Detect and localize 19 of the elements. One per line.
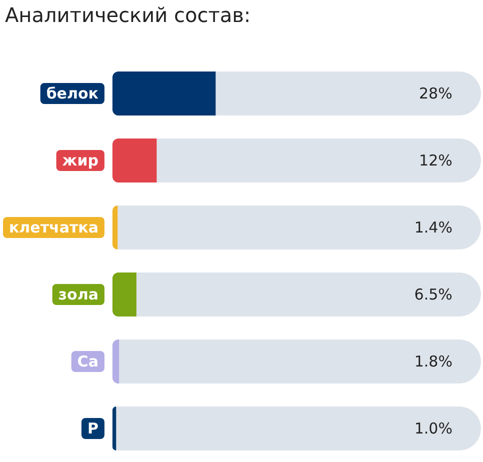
data-label: 1.4%	[414, 218, 452, 236]
data-label: 6.5%	[414, 286, 452, 304]
data-label: 1.8%	[414, 352, 452, 370]
y-tick-label: P	[87, 420, 98, 438]
bar	[112, 72, 216, 116]
bar	[112, 406, 116, 450]
bar	[112, 206, 118, 250]
y-tick-label: белок	[46, 84, 98, 102]
data-label: 1.0%	[414, 420, 452, 438]
bar	[112, 340, 120, 384]
bar	[112, 138, 157, 182]
bar	[112, 272, 136, 316]
chart-title: Аналитический состав:	[5, 3, 251, 27]
y-tick-label: клетчатка	[9, 218, 98, 236]
data-label: 28%	[418, 84, 452, 102]
y-tick-label: жир	[62, 152, 99, 170]
y-tick-label: зола	[58, 286, 98, 304]
y-tick-label: Ca	[77, 352, 98, 370]
data-label: 12%	[419, 152, 452, 170]
